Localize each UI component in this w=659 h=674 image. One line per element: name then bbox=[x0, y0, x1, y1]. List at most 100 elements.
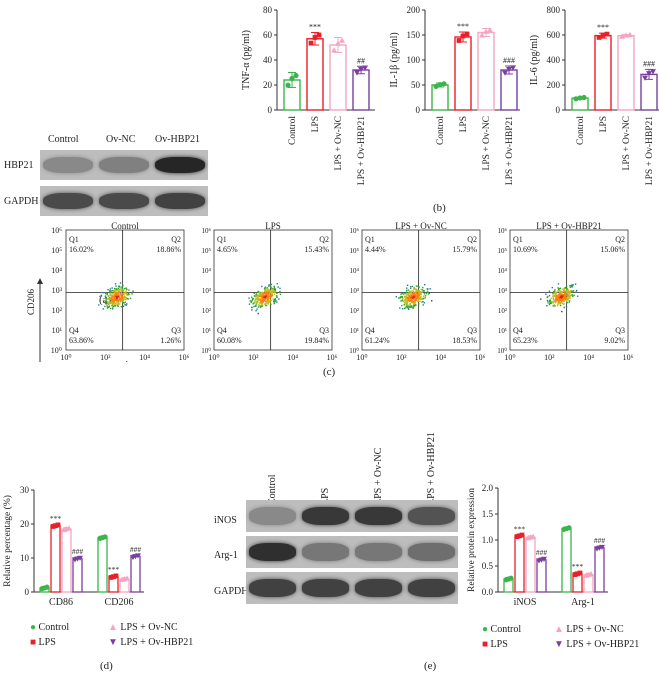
flow-event-dot bbox=[268, 285, 270, 287]
flow-event-dot bbox=[412, 291, 415, 293]
flow-event-dot bbox=[563, 303, 565, 305]
quadrant-percent: 15.79% bbox=[452, 245, 477, 254]
flow-event-dot bbox=[259, 293, 262, 296]
flow-event-dot bbox=[548, 294, 551, 297]
flow-event-dot bbox=[267, 289, 270, 292]
flow-event-dot bbox=[117, 292, 119, 295]
flow-event-dot bbox=[401, 296, 404, 299]
bar bbox=[61, 528, 72, 593]
blot-strip bbox=[40, 150, 208, 180]
flow-event-dot bbox=[564, 291, 566, 294]
flow-event-dot bbox=[426, 291, 429, 293]
flow-event-dot bbox=[420, 291, 422, 293]
flow-event-dot bbox=[275, 299, 277, 302]
flow-event-dot bbox=[254, 295, 256, 298]
data-point bbox=[604, 31, 610, 37]
flow-event-dot bbox=[124, 301, 127, 303]
flow-event-dot bbox=[405, 296, 407, 298]
flow-event-dot bbox=[566, 292, 569, 294]
flow-event-dot bbox=[269, 291, 272, 293]
flow-plot-frame bbox=[361, 229, 481, 351]
data-point bbox=[483, 28, 489, 34]
flow-event-dot bbox=[126, 294, 128, 296]
flow-event-dot bbox=[553, 290, 556, 292]
x-tick-label: 10² bbox=[544, 353, 555, 362]
flow-event-dot bbox=[417, 297, 419, 300]
flow-event-dot bbox=[258, 298, 261, 300]
y-tick-label: 20 bbox=[263, 80, 273, 90]
x-tick-label: 10⁰ bbox=[60, 353, 71, 362]
flow-event-dot bbox=[105, 299, 108, 301]
data-point bbox=[44, 584, 50, 590]
quadrant-percent: 15.43% bbox=[304, 245, 329, 254]
flow-event-dot bbox=[421, 297, 423, 300]
y-tick-label: 10 bbox=[20, 553, 30, 563]
flow-event-dot bbox=[552, 292, 554, 295]
flow-event-dot bbox=[567, 293, 570, 296]
flow-event-dot bbox=[113, 298, 116, 300]
flow-event-dot bbox=[561, 295, 563, 297]
flow-event-dot bbox=[267, 303, 269, 305]
flow-event-dot bbox=[261, 296, 264, 299]
flow-event-dot bbox=[111, 303, 114, 305]
data-point bbox=[487, 27, 493, 33]
flow-event-dot bbox=[411, 305, 413, 307]
quadrant-name: Q1 bbox=[513, 235, 523, 244]
flow-event-dot bbox=[253, 295, 256, 297]
flow-event-dot bbox=[401, 308, 404, 310]
flow-event-dot bbox=[564, 295, 567, 297]
flow-event-dot bbox=[411, 292, 414, 295]
flow-event-dot bbox=[116, 302, 118, 304]
flow-event-dot bbox=[423, 289, 425, 292]
y-tick-label: 0 bbox=[416, 105, 421, 115]
flow-event-dot bbox=[422, 286, 424, 289]
flow-event-dot bbox=[411, 301, 413, 304]
flow-event-dot bbox=[561, 294, 563, 296]
y-tick-label: 10⁶ bbox=[202, 227, 212, 235]
flow-event-dot bbox=[558, 287, 561, 290]
flow-event-dot bbox=[114, 283, 117, 285]
x-tick-label: LPS + Ov-NC bbox=[482, 116, 492, 170]
y-tick-label: 10² bbox=[350, 307, 359, 315]
y-tick-label: 800 bbox=[547, 5, 561, 15]
flow-event-dot bbox=[255, 293, 257, 295]
flow-event-dot bbox=[123, 293, 125, 296]
flow-event-dot bbox=[122, 305, 125, 308]
flow-event-dot bbox=[119, 303, 121, 305]
y-tick-label: 1.0 bbox=[482, 535, 494, 545]
y-tick-label: 10¹ bbox=[350, 327, 359, 335]
flow-event-dot bbox=[414, 301, 417, 303]
flow-event-dot bbox=[106, 302, 108, 305]
y-tick-label: 30 bbox=[20, 485, 30, 495]
flow-event-dot bbox=[559, 298, 561, 300]
flow-event-dot bbox=[120, 290, 123, 292]
flow-event-dot bbox=[554, 299, 557, 301]
flow-event-dot bbox=[412, 298, 415, 300]
flow-event-dot bbox=[401, 292, 403, 295]
flow-event-dot bbox=[548, 290, 551, 292]
panel-label-b: (b) bbox=[433, 202, 446, 214]
flow-event-dot bbox=[418, 290, 420, 293]
flow-event-dot bbox=[115, 288, 118, 290]
flow-event-dot bbox=[406, 284, 409, 287]
y-tick-label: 10⁶ bbox=[350, 227, 360, 235]
flow-event-dot bbox=[413, 304, 416, 307]
flow-event-dot bbox=[415, 297, 418, 300]
flow-event-dot bbox=[401, 304, 403, 307]
panel-label-c: (c) bbox=[323, 366, 336, 378]
flow-event-dot bbox=[407, 294, 410, 297]
flow-event-dot bbox=[407, 293, 409, 296]
y-tick-label: 10² bbox=[202, 307, 211, 315]
flow-event-dot bbox=[271, 288, 273, 290]
panel-label-e: (e) bbox=[424, 660, 437, 672]
flow-event-dot bbox=[557, 287, 559, 289]
flow-event-dot bbox=[417, 295, 420, 297]
flow-event-dot bbox=[111, 298, 114, 301]
flow-event-dot bbox=[553, 295, 555, 298]
blot-strip bbox=[246, 536, 458, 568]
x-tick-label: 10⁶ bbox=[179, 353, 190, 362]
flow-event-dot bbox=[106, 306, 109, 308]
flow-plot-frame bbox=[65, 229, 185, 351]
flow-event-dot bbox=[270, 292, 272, 294]
flow-event-dot bbox=[109, 290, 111, 292]
